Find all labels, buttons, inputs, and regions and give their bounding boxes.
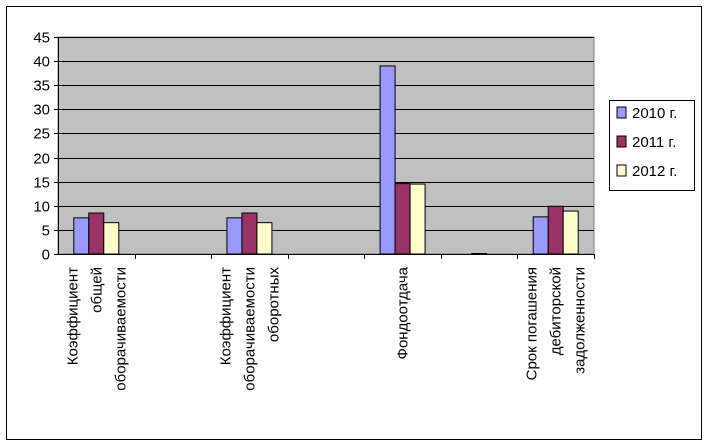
- chart: 0 5 10 15 20 25 30 35 40 45 Коэффициент общей обора…: [0, 0, 709, 447]
- bar: [533, 217, 548, 254]
- legend-label: 2010 г.: [632, 105, 677, 122]
- bar: [410, 184, 425, 254]
- x-category-label: Срок погашения: [524, 267, 541, 380]
- x-category-label: оборачиваемости: [241, 267, 258, 391]
- bar: [104, 223, 119, 254]
- y-tick-label: 25: [33, 126, 50, 143]
- legend-swatch: [617, 165, 626, 176]
- bar: [227, 218, 242, 254]
- bar: [74, 218, 89, 254]
- legend: 2010 г. 2011 г. 2012 г.: [610, 101, 695, 191]
- y-tick-label: 10: [33, 199, 50, 216]
- legend-swatch: [617, 136, 626, 147]
- x-category-label: Коэффициент: [217, 267, 234, 365]
- bar: [242, 213, 257, 254]
- x-category-label: задолженности: [572, 267, 589, 374]
- legend-label: 2012 г.: [632, 163, 677, 180]
- bar: [89, 213, 104, 254]
- y-tick-label: 35: [33, 78, 50, 95]
- x-category-label: дебиторской: [548, 267, 565, 355]
- legend-label: 2011 г.: [632, 134, 676, 151]
- y-tick-label: 15: [33, 175, 50, 192]
- y-tick-label: 5: [42, 223, 50, 240]
- y-tick-label: 0: [42, 247, 50, 264]
- y-tick-label: 45: [33, 30, 50, 47]
- y-tick-label: 20: [33, 151, 50, 168]
- y-tick-label: 40: [33, 54, 50, 71]
- x-category-label: общей: [88, 267, 105, 313]
- y-tick-label: 30: [33, 102, 50, 119]
- x-category-label: оборачиваемости: [112, 267, 129, 391]
- legend-swatch: [617, 107, 626, 118]
- bar: [395, 184, 410, 254]
- bar: [563, 211, 578, 254]
- plot-area: [58, 37, 594, 254]
- bar: [548, 206, 563, 254]
- x-category-label: оборотных: [265, 267, 282, 343]
- bar: [380, 66, 395, 254]
- x-category-label: Фондоотдача: [395, 266, 412, 359]
- bar: [257, 223, 272, 254]
- x-category-label: Коэффициент: [64, 267, 81, 365]
